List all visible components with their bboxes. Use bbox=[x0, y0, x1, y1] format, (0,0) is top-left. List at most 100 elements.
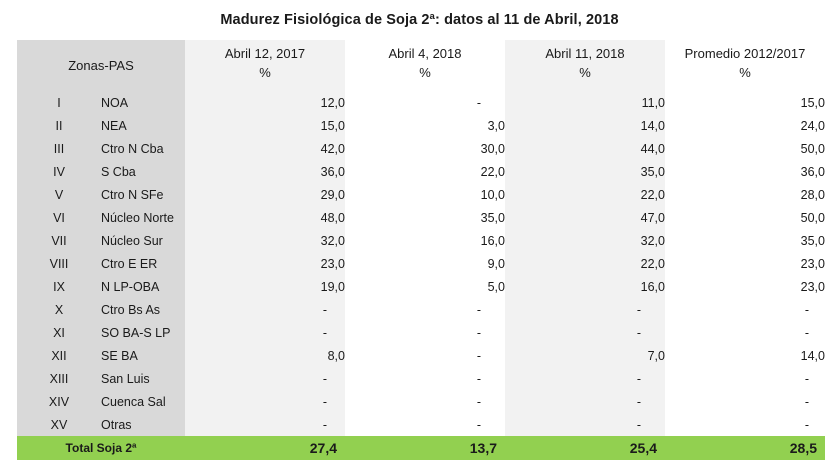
table-row: XII SE BA 8,0-7,0 14,0 bbox=[17, 344, 825, 367]
value-cell: 10,0 bbox=[345, 183, 505, 206]
maturity-table: Zonas-PAS Abril 12, 2017 % Abril 4, 2018… bbox=[17, 40, 825, 460]
value-cell: 19,0 bbox=[185, 275, 345, 298]
total-label: Total Soja 2ª bbox=[17, 436, 185, 460]
column-header: Abril 11, 2018 % bbox=[505, 40, 665, 91]
value-cell: 47,0 bbox=[505, 206, 665, 229]
value-cell: 32,0 bbox=[185, 229, 345, 252]
zone-name: NOA bbox=[101, 91, 185, 114]
table-row: V Ctro N SFe 29,0 10,0 22,0 28,0 bbox=[17, 183, 825, 206]
value-cell: 28,0 bbox=[665, 183, 825, 206]
total-value: 13,7 bbox=[345, 436, 505, 460]
zone-name: Otras bbox=[101, 413, 185, 436]
value-cell: - bbox=[345, 298, 505, 321]
zone-name: S Cba bbox=[101, 160, 185, 183]
value-cell: 23,0 bbox=[185, 252, 345, 275]
column-header-label: Promedio 2012/2017 bbox=[684, 46, 806, 61]
zones-header: Zonas-PAS bbox=[17, 40, 185, 91]
table-row: VII Núcleo Sur 32,0 16,0 32,0 35,0 bbox=[17, 229, 825, 252]
value-cell: 23,0 bbox=[665, 275, 825, 298]
value-cell: 35,0 bbox=[505, 160, 665, 183]
zone-name: Ctro N SFe bbox=[101, 183, 185, 206]
value-cell: 16,0 bbox=[345, 229, 505, 252]
value-cell: 50,0 bbox=[665, 206, 825, 229]
zone-name: SE BA bbox=[101, 344, 185, 367]
value-cell: - bbox=[505, 413, 665, 436]
value-cell: - bbox=[665, 390, 825, 413]
header-row: Zonas-PAS Abril 12, 2017 % Abril 4, 2018… bbox=[17, 40, 825, 91]
column-header-label: Abril 4, 2018 bbox=[388, 46, 462, 61]
table-row: X Ctro Bs As - - - - bbox=[17, 298, 825, 321]
value-cell: - bbox=[185, 390, 345, 413]
value-cell: - bbox=[665, 413, 825, 436]
value-cell: 7,0 bbox=[505, 344, 665, 367]
value-cell: - bbox=[185, 298, 345, 321]
table-row: IX N LP-OBA 19,0 5,0 16,0 23,0 bbox=[17, 275, 825, 298]
table-row: XI SO BA-S LP - - - - bbox=[17, 321, 825, 344]
column-header-unit: % bbox=[259, 65, 271, 80]
value-cell: - bbox=[345, 321, 505, 344]
zone-name: Ctro Bs As bbox=[101, 298, 185, 321]
value-cell: - bbox=[185, 413, 345, 436]
value-cell: 15,0 bbox=[665, 91, 825, 114]
value-cell: - bbox=[665, 367, 825, 390]
value-cell: 16,0 bbox=[505, 275, 665, 298]
table-row: IV S Cba 36,0 22,0 35,0 36,0 bbox=[17, 160, 825, 183]
total-value: 27,4 bbox=[185, 436, 345, 460]
zone-number: XII bbox=[17, 344, 101, 367]
zone-name: Ctro N Cba bbox=[101, 137, 185, 160]
total-value: 25,4 bbox=[505, 436, 665, 460]
zone-name: San Luis bbox=[101, 367, 185, 390]
zone-number: IV bbox=[17, 160, 101, 183]
value-cell: 24,0 bbox=[665, 114, 825, 137]
value-cell: 15,0 bbox=[185, 114, 345, 137]
column-header-unit: % bbox=[579, 65, 591, 80]
value-cell: - bbox=[505, 390, 665, 413]
value-cell: - bbox=[345, 367, 505, 390]
zone-number: XI bbox=[17, 321, 101, 344]
value-cell: 23,0 bbox=[665, 252, 825, 275]
value-cell: - bbox=[185, 321, 345, 344]
zone-number: V bbox=[17, 183, 101, 206]
column-header-unit: % bbox=[419, 65, 431, 80]
zone-name: Núcleo Norte bbox=[101, 206, 185, 229]
value-cell: 36,0 bbox=[185, 160, 345, 183]
value-cell: - bbox=[505, 367, 665, 390]
table-row: VIII Ctro E ER 23,0 9,0 22,0 23,0 bbox=[17, 252, 825, 275]
value-cell: - bbox=[505, 321, 665, 344]
zone-number: XIV bbox=[17, 390, 101, 413]
table-row: XIII San Luis - - - - bbox=[17, 367, 825, 390]
value-cell: - bbox=[185, 367, 345, 390]
total-value: 28,5 bbox=[665, 436, 825, 460]
value-cell: 22,0 bbox=[505, 183, 665, 206]
value-cell: 35,0 bbox=[665, 229, 825, 252]
value-cell: 8,0 bbox=[185, 344, 345, 367]
zone-number: XV bbox=[17, 413, 101, 436]
total-row: Total Soja 2ª 27,4 13,7 25,4 28,5 bbox=[17, 436, 825, 460]
value-cell: 9,0 bbox=[345, 252, 505, 275]
column-header: Promedio 2012/2017 % bbox=[665, 40, 825, 91]
column-header: Abril 12, 2017 % bbox=[185, 40, 345, 91]
zone-number: IX bbox=[17, 275, 101, 298]
zone-name: Núcleo Sur bbox=[101, 229, 185, 252]
zone-number: III bbox=[17, 137, 101, 160]
zone-name: NEA bbox=[101, 114, 185, 137]
value-cell: - bbox=[665, 298, 825, 321]
value-cell: 48,0 bbox=[185, 206, 345, 229]
zone-number: VII bbox=[17, 229, 101, 252]
column-header-label: Abril 11, 2018 bbox=[545, 46, 625, 61]
zone-name: SO BA-S LP bbox=[101, 321, 185, 344]
value-cell: 29,0 bbox=[185, 183, 345, 206]
value-cell: - bbox=[505, 298, 665, 321]
value-cell: 5,0 bbox=[345, 275, 505, 298]
value-cell: - bbox=[665, 321, 825, 344]
value-cell: 22,0 bbox=[345, 160, 505, 183]
value-cell: 35,0 bbox=[345, 206, 505, 229]
column-header-label: Abril 12, 2017 bbox=[224, 46, 306, 61]
table-row: I NOA 12,0-11,0 15,0 bbox=[17, 91, 825, 114]
value-cell: 14,0 bbox=[665, 344, 825, 367]
value-cell: 50,0 bbox=[665, 137, 825, 160]
zone-name: Cuenca Sal bbox=[101, 390, 185, 413]
value-cell: - bbox=[345, 413, 505, 436]
zone-number: XIII bbox=[17, 367, 101, 390]
table-row: III Ctro N Cba 42,0 30,0 44,0 50,0 bbox=[17, 137, 825, 160]
